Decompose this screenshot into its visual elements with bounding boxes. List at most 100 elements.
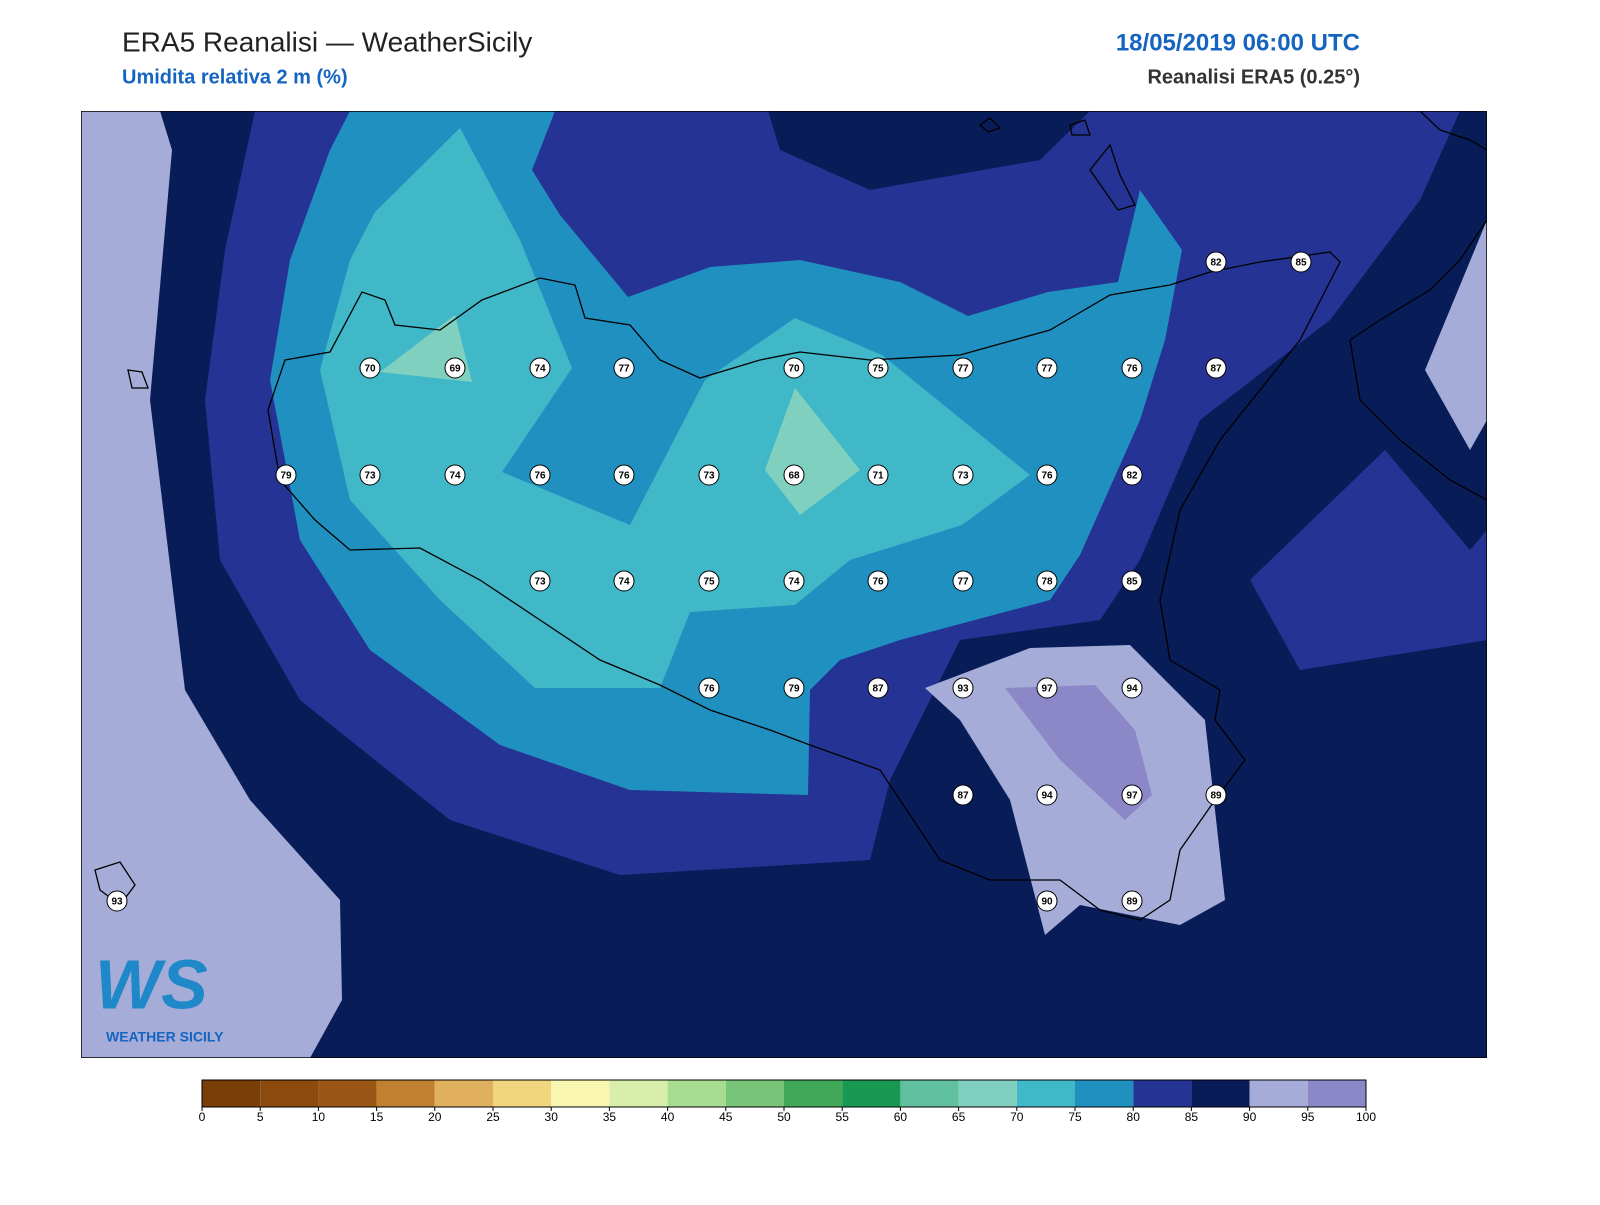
colorbar-tick-label: 75 (1068, 1110, 1082, 1124)
station-value: 78 (1041, 577, 1053, 588)
station-value: 77 (957, 364, 969, 375)
colorbar-tick-label: 50 (777, 1110, 791, 1124)
station-marker (359, 464, 381, 486)
station-value: 93 (957, 684, 969, 695)
station-marker (698, 677, 720, 699)
subtitle: Umidita relativa 2 m (%) (122, 66, 348, 88)
station-marker (275, 464, 297, 486)
station-marker (1036, 357, 1058, 379)
station-marker (783, 677, 805, 699)
station-value: 87 (1210, 364, 1222, 375)
colorbar-tick-label: 80 (1127, 1110, 1141, 1124)
field (925, 645, 1225, 935)
station-marker (613, 357, 635, 379)
station-value: 87 (872, 684, 884, 695)
colorbar-tick-label: 30 (545, 1110, 559, 1124)
station-value: 74 (788, 577, 800, 588)
station-marker (952, 677, 974, 699)
field (320, 128, 1030, 688)
station-value: 75 (872, 364, 884, 375)
field (1250, 450, 1487, 670)
colorbar-tick-label: 25 (486, 1110, 500, 1124)
station-value: 89 (1126, 897, 1138, 908)
station-marker (1121, 464, 1143, 486)
station-value: 74 (534, 364, 546, 375)
station-value: 90 (1041, 897, 1053, 908)
colorbar-bin (551, 1080, 610, 1107)
source: Reanalisi ERA5 (0.25°) (1147, 66, 1360, 88)
station-value: 73 (957, 471, 969, 482)
station-marker (1121, 890, 1143, 912)
coastline (94, 111, 1487, 921)
station-marker (1036, 464, 1058, 486)
station-marker (952, 357, 974, 379)
station-value: 79 (788, 684, 800, 695)
station-value: 76 (1041, 471, 1053, 482)
colorbar-bin (202, 1080, 261, 1107)
station-marker (529, 464, 551, 486)
colorbar-bin (900, 1080, 959, 1107)
colorbar-bin (493, 1080, 552, 1107)
colorbar-tick-label: 95 (1301, 1110, 1315, 1124)
map (81, 111, 1487, 1058)
station-value: 87 (957, 791, 969, 802)
station-value: 97 (1126, 791, 1138, 802)
colorbar-tick-label: 100 (1356, 1110, 1376, 1124)
colorbar-tick-label: 15 (370, 1110, 384, 1124)
colorbar-tick-label: 85 (1185, 1110, 1199, 1124)
colorbar-bin (376, 1080, 435, 1107)
station-marker (106, 890, 128, 912)
colorbar-bin (260, 1080, 319, 1107)
station-marker (1036, 677, 1058, 699)
station-marker (1205, 357, 1227, 379)
station-value: 79 (280, 471, 292, 482)
station-value: 85 (1295, 258, 1307, 269)
colorbar: 0 5 10 15 20 25 30 35 40 45 50 55 60 65 70 75 80 85 90 95 10… (199, 1079, 1376, 1124)
station-marker (359, 357, 381, 379)
station-marker (1036, 570, 1058, 592)
colorbar-bin (725, 1080, 784, 1107)
station-marker (867, 677, 889, 699)
field (81, 111, 342, 1058)
station-value: 74 (618, 577, 630, 588)
station-marker (1036, 890, 1058, 912)
colorbar-tick-label: 65 (952, 1110, 966, 1124)
station-marker (444, 357, 466, 379)
colorbar-bin (1075, 1080, 1134, 1107)
colorbar-bin (1133, 1080, 1192, 1107)
station-value: 70 (364, 364, 376, 375)
colorbar-bin (1307, 1080, 1366, 1107)
station-value: 68 (788, 471, 800, 482)
logo: WS WEATHER SICILY (95, 945, 224, 1044)
station-value: 82 (1210, 258, 1222, 269)
colorbar-bin (842, 1080, 901, 1107)
colorbar-bin (318, 1080, 377, 1107)
colorbar-bin (434, 1080, 493, 1107)
station-marker (867, 570, 889, 592)
colorbar-bin (1016, 1080, 1075, 1107)
station-value: 93 (111, 897, 123, 908)
colorbar-bin (784, 1080, 843, 1107)
station-marker (783, 464, 805, 486)
station-marker (783, 357, 805, 379)
station-value: 94 (1041, 791, 1053, 802)
station-value: 75 (703, 577, 715, 588)
colorbar-tick-label: 55 (836, 1110, 850, 1124)
colorbar-tick-label: 45 (719, 1110, 733, 1124)
station-value: 77 (618, 364, 630, 375)
station-value: 73 (364, 471, 376, 482)
colorbar-bin (667, 1080, 726, 1107)
station-marker (867, 357, 889, 379)
logo-mark: WS (95, 945, 208, 1023)
colorbar-bin (1191, 1080, 1250, 1107)
colorbar-tick-label: 40 (661, 1110, 675, 1124)
station-marker (1121, 570, 1143, 592)
field (1005, 685, 1152, 820)
station-value: 73 (703, 471, 715, 482)
station-value: 77 (1041, 364, 1053, 375)
field (1425, 220, 1487, 450)
station-value: 82 (1126, 471, 1138, 482)
colorbar-tick-label: 0 (199, 1110, 206, 1124)
colorbar-tick-label: 60 (894, 1110, 908, 1124)
